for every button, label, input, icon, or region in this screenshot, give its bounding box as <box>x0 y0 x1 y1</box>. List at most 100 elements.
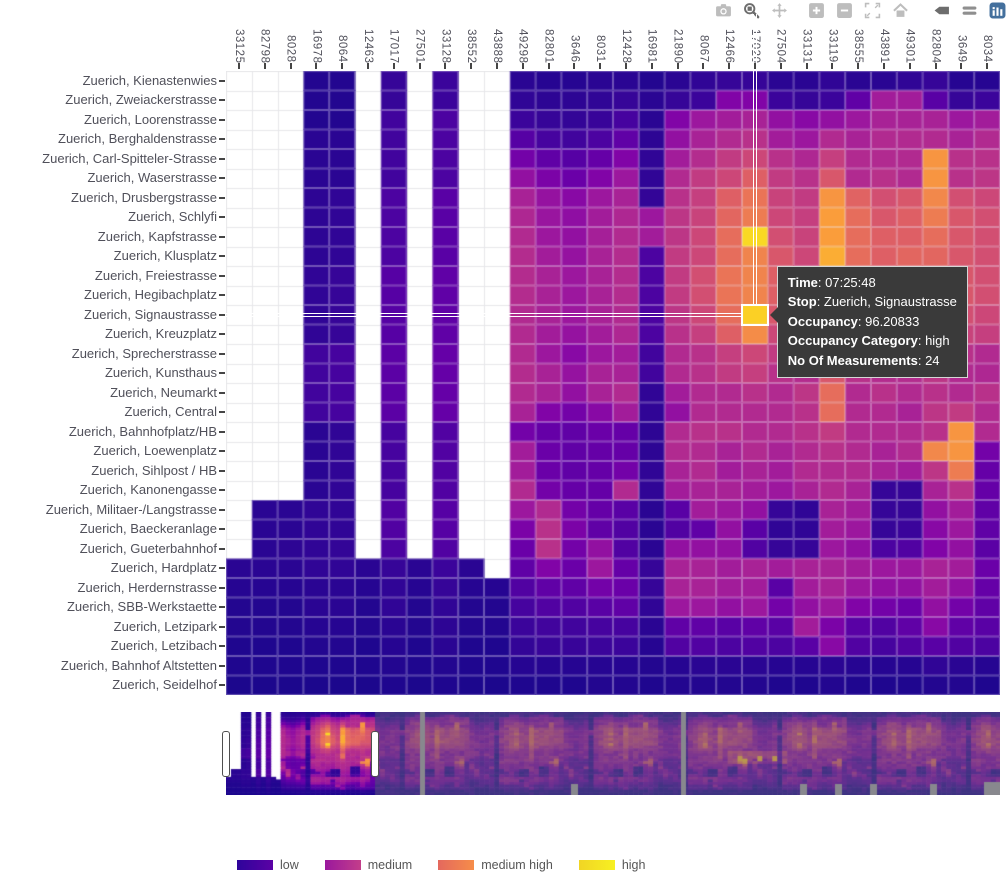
x-tick-label: 12463 <box>361 28 374 63</box>
y-tick-label: Zuerich, Hegibachplatz <box>84 287 217 303</box>
legend-swatch <box>324 860 361 870</box>
y-axis-tick <box>219 567 225 570</box>
y-tick-label: Zuerich, Waserstrasse <box>87 170 217 186</box>
x-tick-label: 82798 <box>258 28 271 63</box>
hover-icon[interactable] <box>933 2 950 19</box>
y-tick-label: Zuerich, Signaustrasse <box>84 306 217 322</box>
tooltip-row: Time: 07:25:48 <box>788 273 957 293</box>
x-tick-label: 8067 <box>697 35 710 63</box>
tooltip-field-label: Occupancy Category <box>787 333 918 349</box>
legend-label: medium <box>367 858 413 872</box>
tooltip-field-label: No Of Measurements <box>787 352 918 368</box>
y-axis-tick <box>219 606 225 609</box>
y-tick-label: Zuerich, Drusbergstrasse <box>71 189 217 205</box>
range-handle-left[interactable] <box>222 730 230 777</box>
y-axis-tick <box>219 352 225 355</box>
heatmap-canvas[interactable] <box>226 71 1000 695</box>
legend-label: medium high <box>481 858 553 872</box>
save-icon[interactable] <box>715 2 732 19</box>
x-tick-label: 3646 <box>568 35 581 63</box>
y-axis-tick <box>219 586 225 589</box>
x-tick-label: 12428 <box>619 28 632 63</box>
x-axis-tick <box>599 63 602 69</box>
x-tick-label: 17017 <box>387 28 400 63</box>
x-tick-label: 33125 <box>232 28 245 63</box>
x-axis-tick <box>986 63 989 69</box>
zoom-out-icon[interactable] <box>836 2 853 19</box>
y-tick-label: Zuerich, Zweiackerstrasse <box>65 92 217 108</box>
x-tick-label: 8064 <box>336 35 349 63</box>
y-tick-label: Zuerich, Kunsthaus <box>104 365 217 381</box>
x-tick-label: 21890 <box>671 28 684 63</box>
y-axis-tick <box>219 196 225 199</box>
x-axis-tick <box>418 63 421 69</box>
x-axis-tick <box>315 63 318 69</box>
x-axis-tick <box>237 63 240 69</box>
y-tick-label: Zuerich, Loorenstrasse <box>84 111 217 127</box>
tooltip-field-value: : high <box>917 333 950 349</box>
box-zoom-icon[interactable] <box>743 2 760 19</box>
tooltip-row: Occupancy Category: high <box>788 331 957 351</box>
y-axis-tick <box>219 294 225 297</box>
x-axis-tick <box>702 63 705 69</box>
tooltip-field-value: : 96.20833 <box>857 313 920 329</box>
x-tick-label: 27501 <box>413 28 426 63</box>
tooltip-field-value: : 24 <box>917 352 940 368</box>
y-tick-label: Zuerich, Bahnhofplatz/HB <box>68 423 217 439</box>
y-axis-tick <box>219 118 225 121</box>
x-tick-label: 17020 <box>748 28 761 63</box>
y-axis-tick <box>219 255 225 258</box>
y-axis-tick <box>219 450 225 453</box>
x-axis-tick <box>676 63 679 69</box>
x-tick-label: 8028 <box>284 35 297 63</box>
hover-tooltip: Time: 07:25:48 Stop: Zuerich, Signaustras… <box>769 265 968 379</box>
heatmap-overview-minimap[interactable] <box>226 712 1000 795</box>
y-tick-label: Zuerich, Letzibach <box>110 638 217 654</box>
range-handle-right[interactable] <box>371 730 379 777</box>
y-axis-tick <box>219 528 225 531</box>
y-axis-tick <box>219 411 225 414</box>
tooltip-field-label: Time <box>787 274 818 290</box>
bokeh-logo-icon[interactable] <box>989 2 1006 19</box>
y-tick-label: Zuerich, Gueterbahnhof <box>79 540 217 556</box>
y-axis-tick <box>219 235 225 238</box>
y-axis-tick <box>219 625 225 628</box>
y-tick-label: Zuerich, Sihlpost / HB <box>91 462 217 478</box>
legend-swatch <box>438 860 475 870</box>
x-axis-tick <box>263 63 266 69</box>
menu-lines-icon[interactable] <box>961 2 978 19</box>
color-legend: low medium medium high high <box>237 858 671 872</box>
fullscreen-icon[interactable] <box>864 2 881 19</box>
y-axis-tick <box>219 469 225 472</box>
x-axis-tick <box>857 63 860 69</box>
y-tick-label: Zuerich, Seidelhof <box>112 677 217 693</box>
x-tick-label: 8034 <box>981 35 994 63</box>
y-axis-tick <box>219 489 225 492</box>
legend-item: low <box>237 858 299 872</box>
x-axis-tick <box>341 63 344 69</box>
y-tick-label: Zuerich, SBB-Werkstaette <box>66 599 217 615</box>
x-axis-tick <box>392 63 395 69</box>
x-axis-tick <box>650 63 653 69</box>
legend-item: high <box>578 858 645 872</box>
y-axis-tick <box>219 274 225 277</box>
y-axis-tick <box>219 333 225 336</box>
y-tick-label: Zuerich, Kienastenwies <box>82 72 217 88</box>
x-axis-tick <box>547 63 550 69</box>
x-tick-label: 82801 <box>542 28 555 63</box>
x-axis-tick <box>882 63 885 69</box>
y-axis-tick <box>219 547 225 550</box>
y-axis-tick <box>219 508 225 511</box>
x-tick-label: 27504 <box>774 28 787 63</box>
home-icon[interactable] <box>892 2 909 19</box>
x-tick-label: 33131 <box>800 28 813 63</box>
x-axis-tick <box>366 63 369 69</box>
pan-icon[interactable] <box>771 2 788 19</box>
y-axis-tick <box>219 645 225 648</box>
y-tick-label: Zuerich, Kreuzplatz <box>105 326 217 342</box>
tooltip-field-value: : Zuerich, Signaustrasse <box>816 294 957 310</box>
x-tick-label: 8031 <box>594 35 607 63</box>
y-tick-label: Zuerich, Carl-Spitteler-Strasse <box>42 150 217 166</box>
zoom-in-icon[interactable] <box>808 2 825 19</box>
